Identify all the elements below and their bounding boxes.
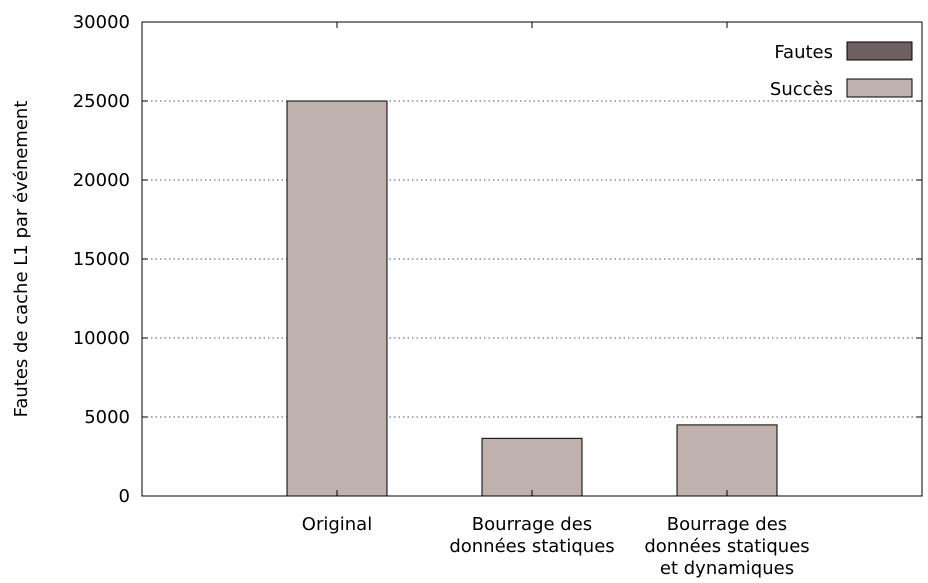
y-tick-label: 0: [119, 486, 130, 507]
axis-ticks: [142, 21, 922, 497]
bar: [481, 437, 583, 497]
x-tick-label: Bourrage des données statiques: [449, 514, 614, 557]
x-tick-label-line: Original: [302, 514, 372, 535]
bars-group: [286, 100, 778, 497]
x-tick-label-line: Bourrage des: [472, 514, 592, 535]
y-tick-label: 25000: [73, 91, 130, 112]
y-tick-labels: 0 5000 10000 15000 20000 25000 30000: [73, 12, 130, 507]
legend-label: Succès: [770, 79, 833, 100]
bar: [286, 100, 388, 497]
x-tick-label-line: et dynamiques: [660, 558, 794, 579]
y-axis-label: Fautes de cache L1 par événement: [11, 101, 32, 418]
y-tick-label: 5000: [84, 407, 130, 428]
bar: [676, 424, 778, 497]
x-tick-labels: Original Bourrage des données statiquesBou…: [302, 514, 810, 579]
x-tick-label-line: données statiques: [449, 536, 614, 557]
grid-lines: [142, 100, 922, 418]
y-tick-label: 20000: [73, 170, 130, 191]
y-tick-label: 30000: [73, 12, 130, 33]
y-tick-label: 10000: [73, 328, 130, 349]
x-tick-label: Bourrage des données statiques et dynamiqu…: [644, 514, 809, 579]
legend: Fautes Succès: [770, 41, 913, 100]
y-tick-label: 15000: [73, 249, 130, 270]
x-tick-label-line: Bourrage des: [667, 514, 787, 535]
x-tick-label-line: données statiques: [644, 536, 809, 557]
legend-label: Fautes: [774, 42, 833, 63]
legend-swatch: [846, 78, 913, 98]
legend-swatch: [846, 41, 913, 61]
x-tick-label: Original: [302, 514, 372, 535]
